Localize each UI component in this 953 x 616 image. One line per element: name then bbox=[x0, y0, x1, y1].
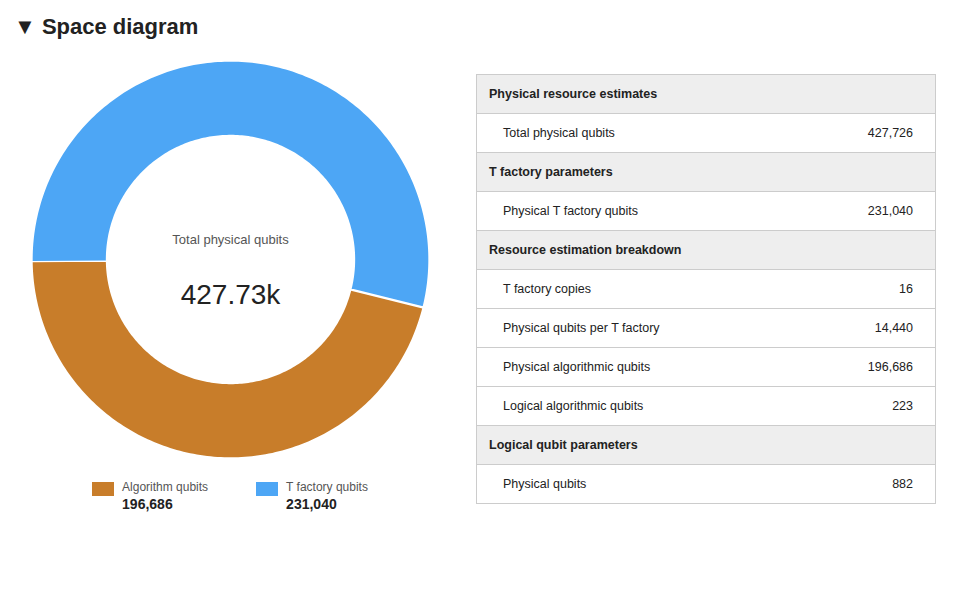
html-text:223: 223 bbox=[892, 399, 913, 413]
html-text:882: 882 bbox=[892, 477, 913, 491]
html-text:16: 16 bbox=[899, 282, 913, 296]
html-text:427,726: 427,726 bbox=[867, 126, 913, 140]
html-text:T factory copies: T factory copies bbox=[503, 282, 591, 296]
html-text:T factory qubits: T factory qubits bbox=[286, 480, 368, 494]
html-text:T factory parameters: T factory parameters bbox=[489, 165, 613, 179]
html-text:Resource estimation breakdown: Resource estimation breakdown bbox=[489, 243, 682, 257]
html-text:Logical qubit parameters: Logical qubit parameters bbox=[489, 438, 638, 452]
html-text:Physical qubits per T factory: Physical qubits per T factory bbox=[503, 321, 660, 335]
html-text:Logical algorithmic qubits: Logical algorithmic qubits bbox=[503, 399, 644, 413]
html-text:▼ Space diagram: ▼ Space diagram bbox=[14, 14, 199, 39]
html-text:Physical algorithmic qubits: Physical algorithmic qubits bbox=[503, 360, 651, 374]
html-text:Algorithm qubits: Algorithm qubits bbox=[122, 480, 209, 494]
html-text:14,440: 14,440 bbox=[874, 321, 913, 335]
html-text:Total physical qubits: Total physical qubits bbox=[503, 126, 615, 140]
html-text:231,040: 231,040 bbox=[286, 496, 337, 512]
html-text:196,686: 196,686 bbox=[122, 496, 173, 512]
html-text:Physical qubits: Physical qubits bbox=[503, 477, 587, 491]
html-text:196,686: 196,686 bbox=[867, 360, 913, 374]
html-text:Physical T factory qubits: Physical T factory qubits bbox=[503, 204, 638, 218]
html-text:Physical resource estimates: Physical resource estimates bbox=[489, 87, 658, 101]
svg-text:427.73k: 427.73k bbox=[181, 279, 282, 310]
svg-text:Total physical qubits: Total physical qubits bbox=[172, 232, 289, 247]
html-text:231,040: 231,040 bbox=[867, 204, 913, 218]
